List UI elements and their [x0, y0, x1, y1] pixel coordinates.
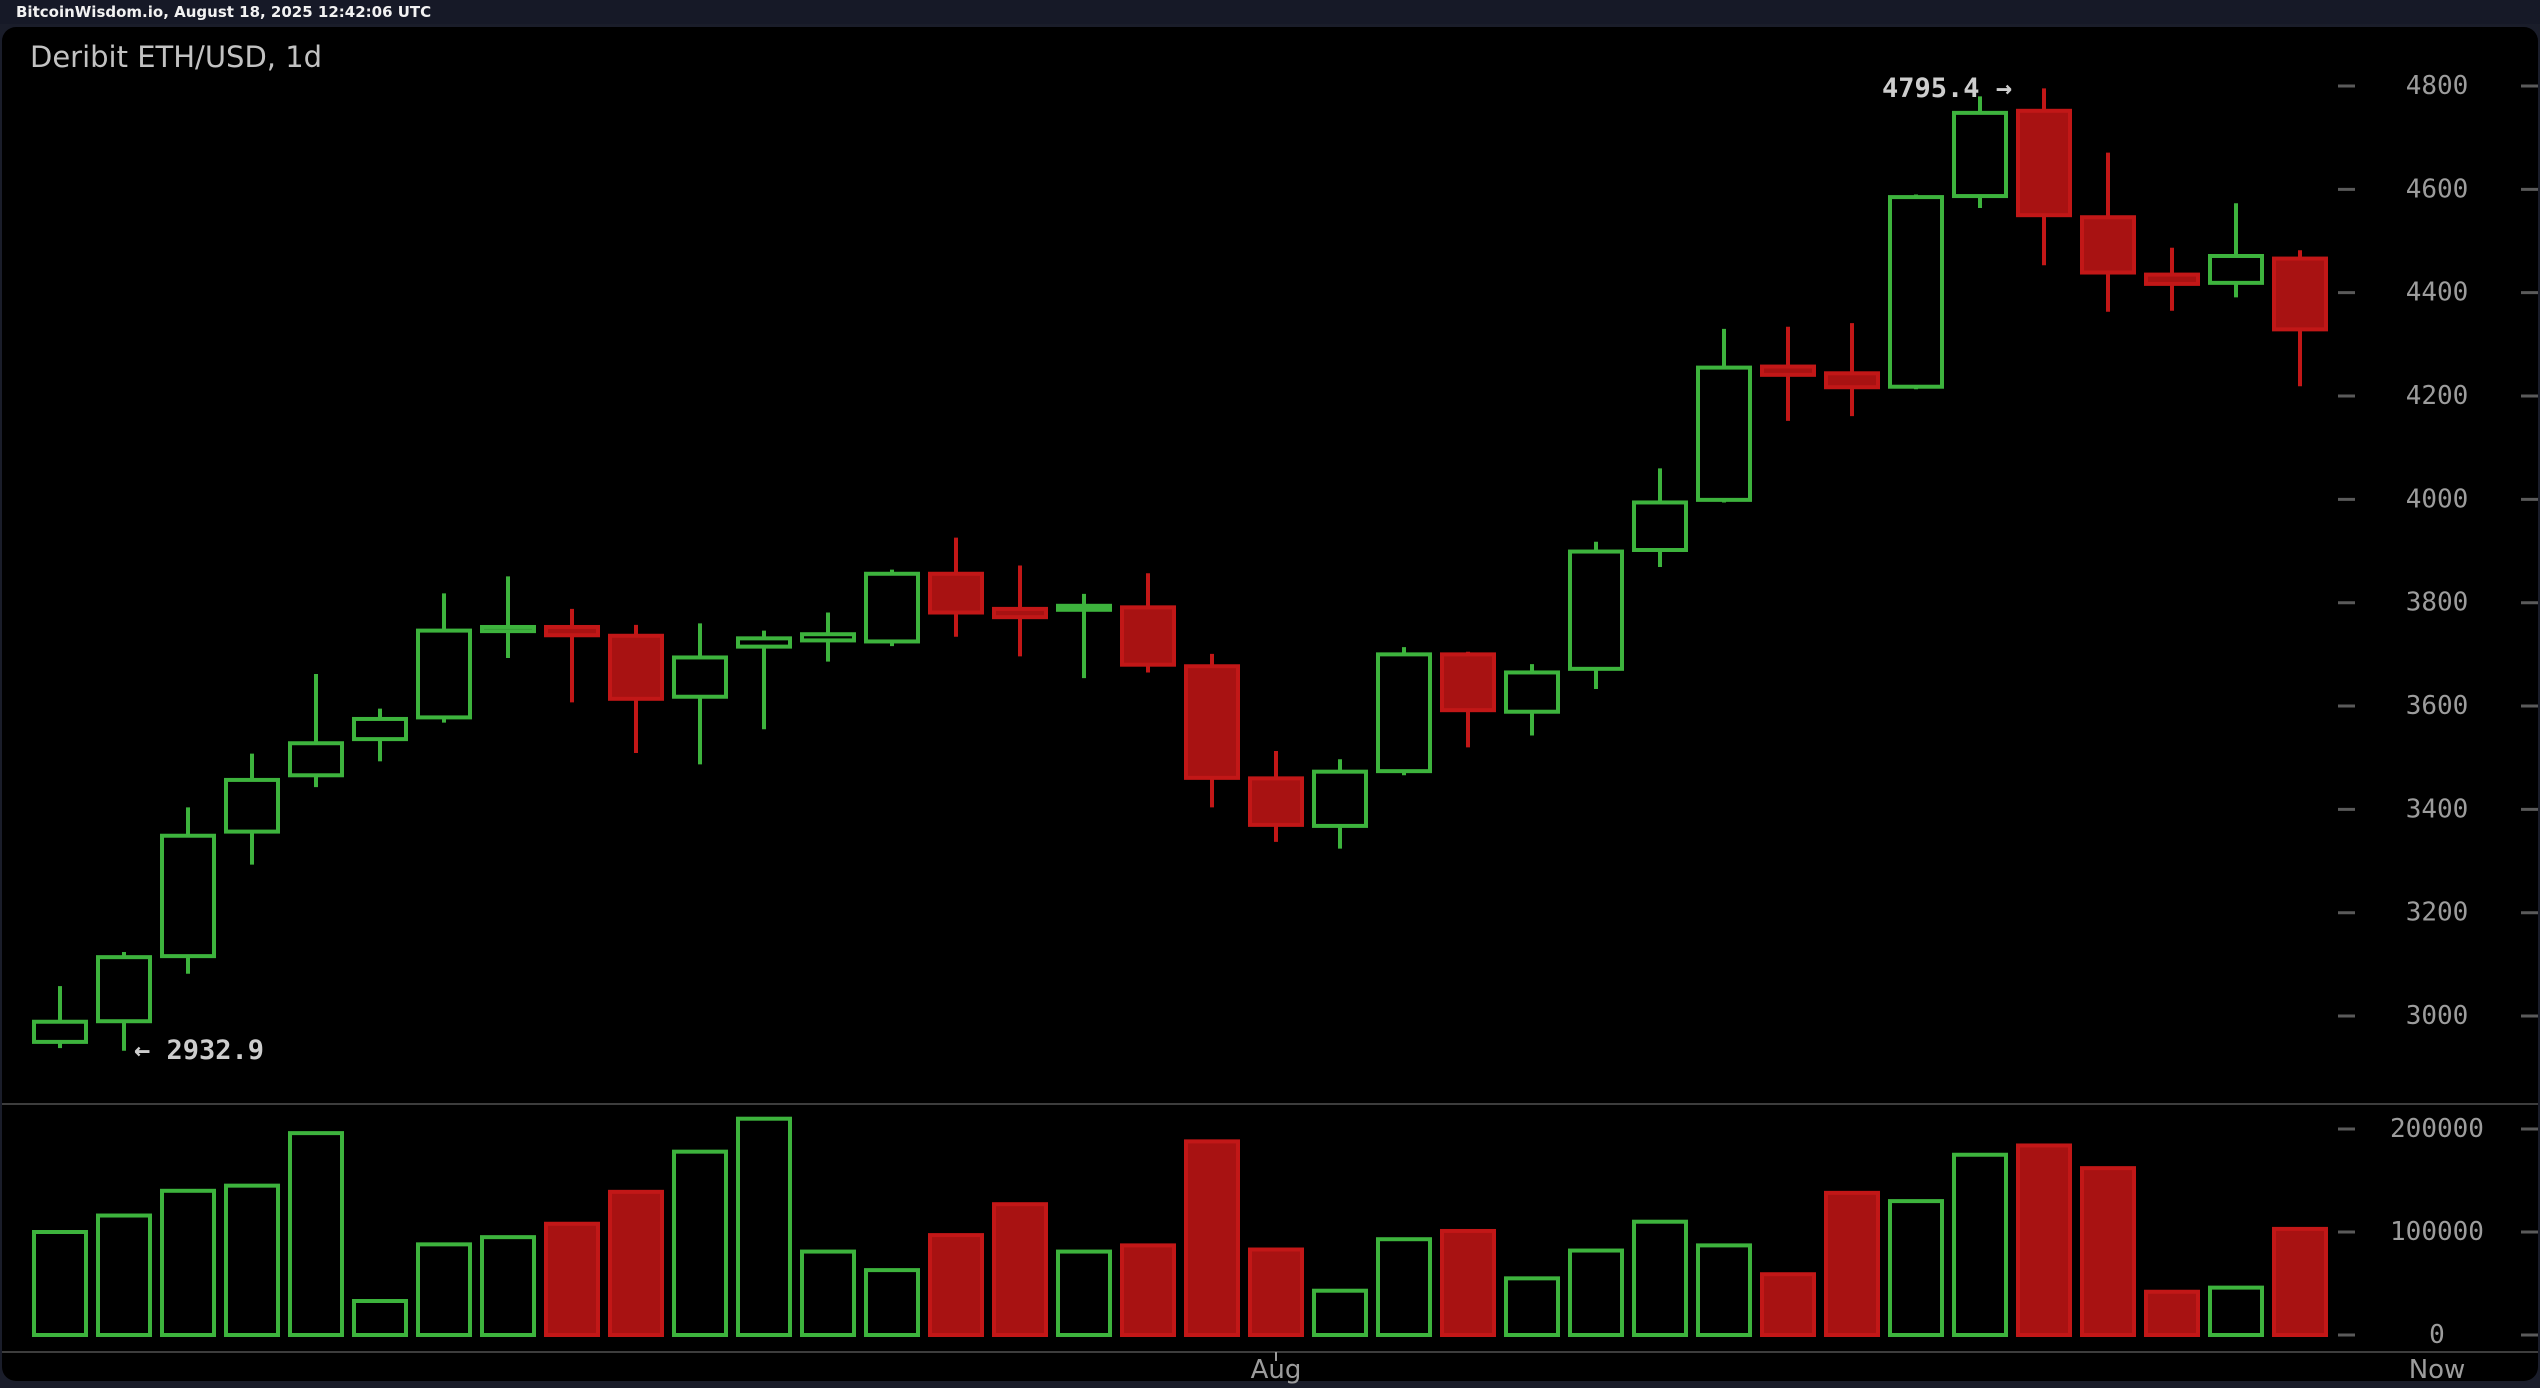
candle-body-down: [992, 606, 1048, 620]
candle-body-up: [1888, 195, 1944, 389]
volume-bar: [1120, 1243, 1176, 1338]
volume-bar: [32, 1230, 88, 1337]
volume-bar: [544, 1221, 600, 1338]
candle-body-up: [288, 741, 344, 778]
high-price-annotation: 4795.4 →: [1882, 73, 2012, 104]
candle-body-up: [1696, 365, 1752, 502]
volume-bar: [1888, 1199, 1944, 1337]
volume-bar: [2144, 1289, 2200, 1337]
price-axis-label: 3000: [2406, 1001, 2469, 1031]
candle-body-up: [672, 655, 728, 699]
candle-body-up: [480, 624, 536, 634]
price-axis-label: 3800: [2406, 588, 2469, 618]
candle-body-up: [1312, 769, 1368, 828]
volume-bar: [1696, 1243, 1752, 1338]
volume-bar: [480, 1235, 536, 1338]
volume-bar: [672, 1149, 728, 1338]
candle-body-up: [96, 955, 152, 1024]
candle-body-up: [1952, 110, 2008, 199]
candle-body-down: [2080, 215, 2136, 275]
top-bar: BitcoinWisdom.io, August 18, 2025 12:42:…: [0, 0, 2540, 24]
candle-body-down: [1824, 371, 1880, 390]
volume-bar: [992, 1202, 1048, 1337]
volume-bar: [608, 1189, 664, 1337]
candle-body-up: [224, 777, 280, 834]
candle-body-up: [1568, 549, 1624, 671]
time-axis-label-now: Now: [2409, 1355, 2466, 1385]
volume-bar: [1440, 1228, 1496, 1337]
volume-bar: [1376, 1237, 1432, 1337]
volume-bar: [1056, 1249, 1112, 1337]
candle-body-down: [1760, 364, 1816, 377]
time-axis-label-aug: Aug: [1251, 1355, 1302, 1385]
volume-bar: [1312, 1288, 1368, 1337]
candle-body-down: [1120, 605, 1176, 667]
price-axis-label: 4200: [2406, 381, 2469, 411]
volume-bar: [2080, 1166, 2136, 1338]
volume-bar: [224, 1183, 280, 1338]
volume-bar: [2272, 1226, 2328, 1338]
candle-body-up: [160, 833, 216, 959]
top-bar-text: BitcoinWisdom.io, August 18, 2025 12:42:…: [16, 3, 432, 21]
volume-bar: [1568, 1248, 1624, 1338]
chart-title: Deribit ETH/USD, 1d: [30, 40, 323, 74]
price-axis-label: 3200: [2406, 898, 2469, 928]
candle-body-up: [1376, 652, 1432, 774]
candle-body-up: [1632, 500, 1688, 552]
candle-body-down: [2272, 256, 2328, 332]
candle-body-down: [608, 633, 664, 701]
volume-bar: [160, 1188, 216, 1338]
candle-body-up: [1056, 603, 1112, 612]
volume-axis-label: 0: [2429, 1320, 2445, 1350]
volume-bar: [800, 1249, 856, 1337]
volume-bar: [1952, 1152, 2008, 1337]
candle-body-up: [32, 1019, 88, 1044]
volume-bar: [864, 1268, 920, 1337]
volume-bar: [736, 1116, 792, 1337]
candle-body-up: [1504, 670, 1560, 714]
candle-body-up: [2208, 253, 2264, 285]
volume-bar: [1248, 1247, 1304, 1338]
volume-bar: [1504, 1276, 1560, 1337]
candle-body-down: [1184, 664, 1240, 780]
candle-body-up: [736, 636, 792, 649]
candle-body-down: [544, 624, 600, 638]
volume-bar: [352, 1299, 408, 1338]
volume-bar: [2208, 1285, 2264, 1337]
candle-body-down: [928, 571, 984, 615]
price-axis-label: 4400: [2406, 278, 2469, 308]
price-axis-label: 4000: [2406, 484, 2469, 514]
volume-bar: [288, 1131, 344, 1337]
low-price-annotation: ← 2932.9: [134, 1035, 264, 1066]
volume-bar: [1184, 1139, 1240, 1337]
candle-body-up: [864, 571, 920, 644]
candle-body-up: [800, 632, 856, 643]
candle-body-up: [416, 628, 472, 720]
price-axis-label: 4800: [2406, 71, 2469, 101]
price-axis-label: 3400: [2406, 794, 2469, 824]
candle-body-down: [1440, 652, 1496, 713]
candle-body-down: [2144, 272, 2200, 286]
candle-body-down: [2016, 108, 2072, 218]
volume-bar: [1632, 1219, 1688, 1337]
price-axis-label: 3600: [2406, 691, 2469, 721]
volume-bar: [2016, 1143, 2072, 1337]
volume-bar: [928, 1233, 984, 1337]
volume-axis-label: 100000: [2390, 1217, 2484, 1247]
candle-body-down: [1248, 776, 1304, 827]
volume-bar: [96, 1213, 152, 1338]
volume-bar: [1824, 1190, 1880, 1337]
volume-bar: [1760, 1272, 1816, 1337]
volume-axis-label: 200000: [2390, 1114, 2484, 1144]
candle-body-up: [352, 716, 408, 742]
price-axis-label: 4600: [2406, 174, 2469, 204]
volume-bar: [416, 1242, 472, 1337]
